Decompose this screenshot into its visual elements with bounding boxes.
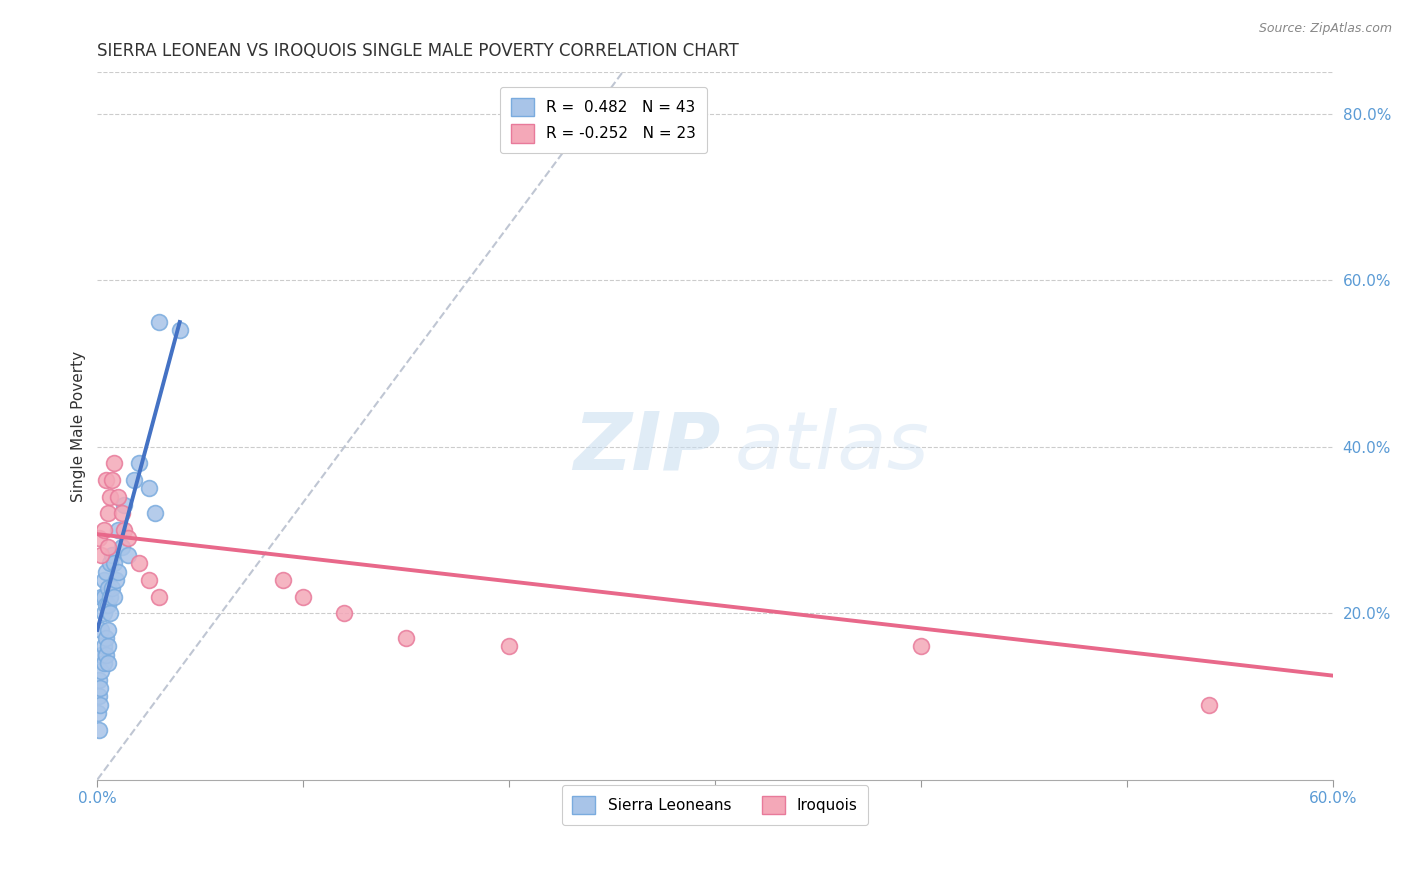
Point xyxy=(103,590,125,604)
Point xyxy=(97,540,120,554)
Point xyxy=(97,507,120,521)
Point xyxy=(89,681,111,695)
Point xyxy=(148,315,170,329)
Point xyxy=(112,498,135,512)
Point xyxy=(89,673,111,687)
Point xyxy=(107,490,129,504)
Point xyxy=(103,457,125,471)
Legend: Sierra Leoneans, Iroquois: Sierra Leoneans, Iroquois xyxy=(562,785,869,825)
Point xyxy=(93,640,115,654)
Point xyxy=(90,548,112,562)
Point xyxy=(90,665,112,679)
Point xyxy=(148,590,170,604)
Text: ZIP: ZIP xyxy=(574,409,721,486)
Point xyxy=(107,565,129,579)
Point xyxy=(143,507,166,521)
Text: atlas: atlas xyxy=(735,409,929,486)
Y-axis label: Single Male Poverty: Single Male Poverty xyxy=(72,351,86,501)
Point xyxy=(89,723,111,737)
Point xyxy=(90,623,112,637)
Point xyxy=(90,590,112,604)
Point xyxy=(103,556,125,570)
Point xyxy=(292,590,315,604)
Point xyxy=(93,573,115,587)
Point xyxy=(98,556,121,570)
Point xyxy=(87,706,110,720)
Point xyxy=(271,573,294,587)
Point xyxy=(1198,698,1220,712)
Point xyxy=(94,473,117,487)
Point xyxy=(97,581,120,595)
Point xyxy=(93,606,115,620)
Point xyxy=(97,623,120,637)
Point xyxy=(93,656,115,670)
Point xyxy=(910,640,932,654)
Point xyxy=(111,507,134,521)
Point xyxy=(94,631,117,645)
Point xyxy=(100,548,122,562)
Point xyxy=(98,490,121,504)
Point xyxy=(498,640,520,654)
Point xyxy=(93,523,115,537)
Point xyxy=(111,540,134,554)
Point xyxy=(89,698,111,712)
Point xyxy=(98,590,121,604)
Point xyxy=(100,473,122,487)
Point xyxy=(138,573,160,587)
Point xyxy=(97,656,120,670)
Text: Source: ZipAtlas.com: Source: ZipAtlas.com xyxy=(1258,22,1392,36)
Point xyxy=(104,573,127,587)
Point xyxy=(97,640,120,654)
Text: SIERRA LEONEAN VS IROQUOIS SINGLE MALE POVERTY CORRELATION CHART: SIERRA LEONEAN VS IROQUOIS SINGLE MALE P… xyxy=(97,42,740,60)
Point xyxy=(94,648,117,662)
Point xyxy=(112,523,135,537)
Point xyxy=(94,565,117,579)
Point xyxy=(100,581,122,595)
Point xyxy=(138,482,160,496)
Point xyxy=(124,473,146,487)
Point xyxy=(98,606,121,620)
Point xyxy=(93,590,115,604)
Point xyxy=(89,690,111,704)
Point xyxy=(97,598,120,612)
Point xyxy=(117,532,139,546)
Point xyxy=(333,606,356,620)
Point xyxy=(89,532,111,546)
Point xyxy=(128,457,150,471)
Point xyxy=(169,323,191,337)
Point xyxy=(128,556,150,570)
Point xyxy=(107,523,129,537)
Point xyxy=(94,598,117,612)
Point xyxy=(395,631,418,645)
Point xyxy=(117,548,139,562)
Point xyxy=(90,648,112,662)
